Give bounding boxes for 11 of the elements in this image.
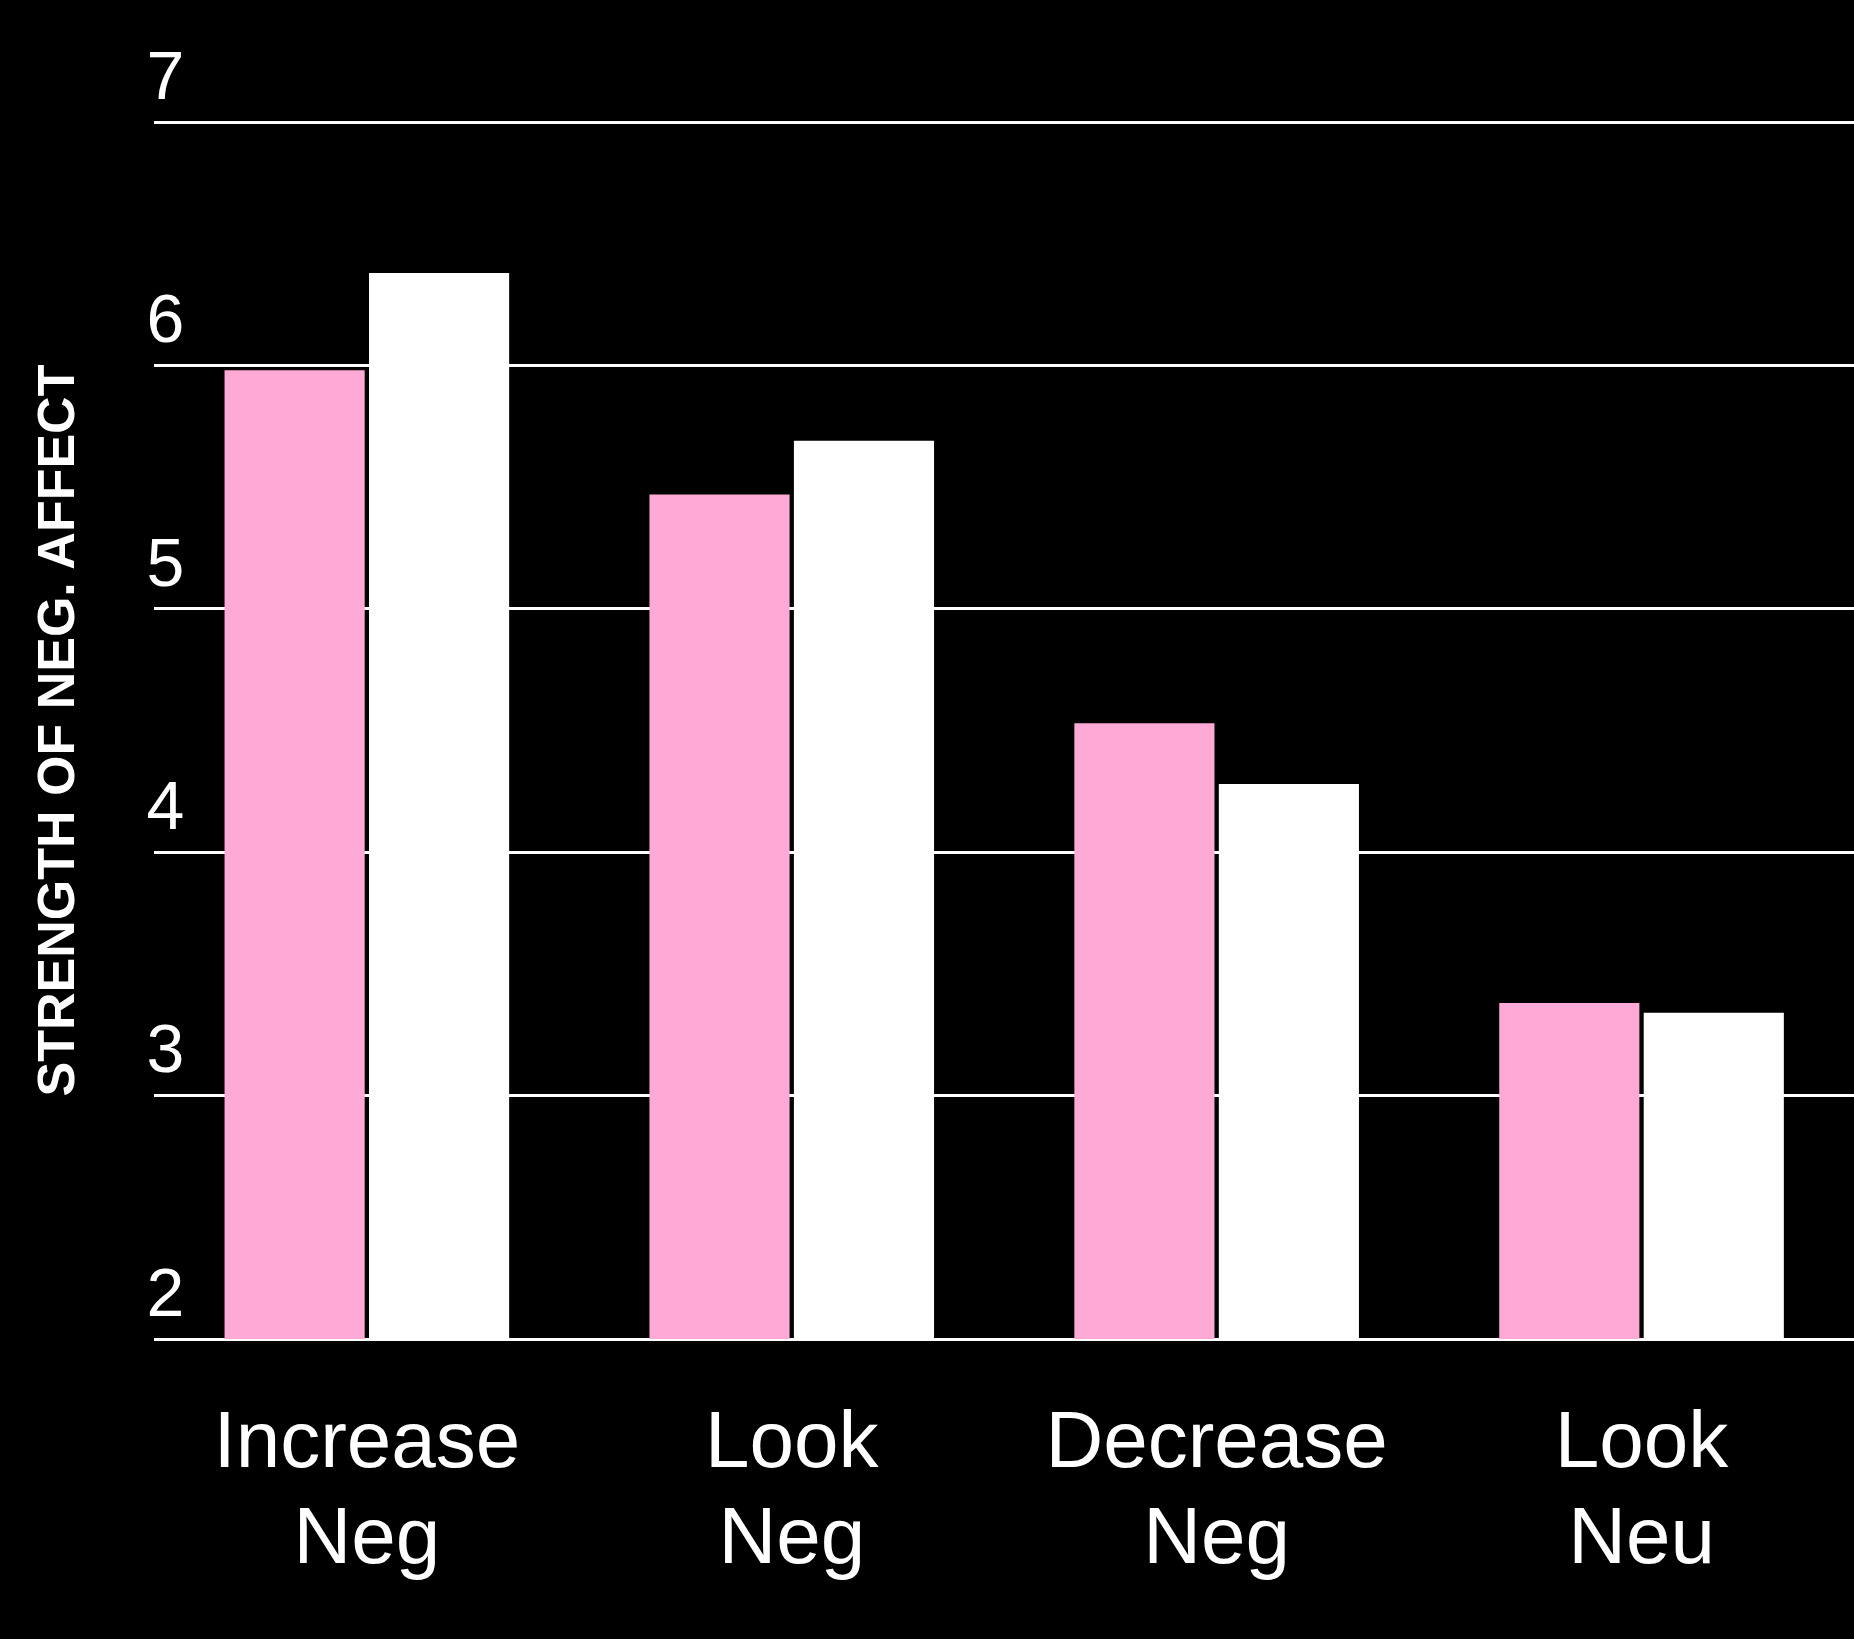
y-tick-label: 3 <box>146 1010 185 1087</box>
y-axis-title: STRENGTH OF NEG. AFFECT <box>26 364 85 1097</box>
y-tick-label: 2 <box>146 1253 185 1330</box>
y-tick-label: 7 <box>146 36 185 113</box>
y-tick-label: 4 <box>146 766 185 843</box>
x-tick-label: Look Neg <box>705 1395 880 1581</box>
x-tick-label: Increase Neg <box>213 1395 521 1581</box>
y-tick-label: 6 <box>146 280 185 357</box>
x-tick-label: Decrease Neg <box>1045 1395 1388 1581</box>
y-tick-label: 5 <box>146 523 185 600</box>
x-tick-label: Look Neu <box>1554 1395 1730 1581</box>
